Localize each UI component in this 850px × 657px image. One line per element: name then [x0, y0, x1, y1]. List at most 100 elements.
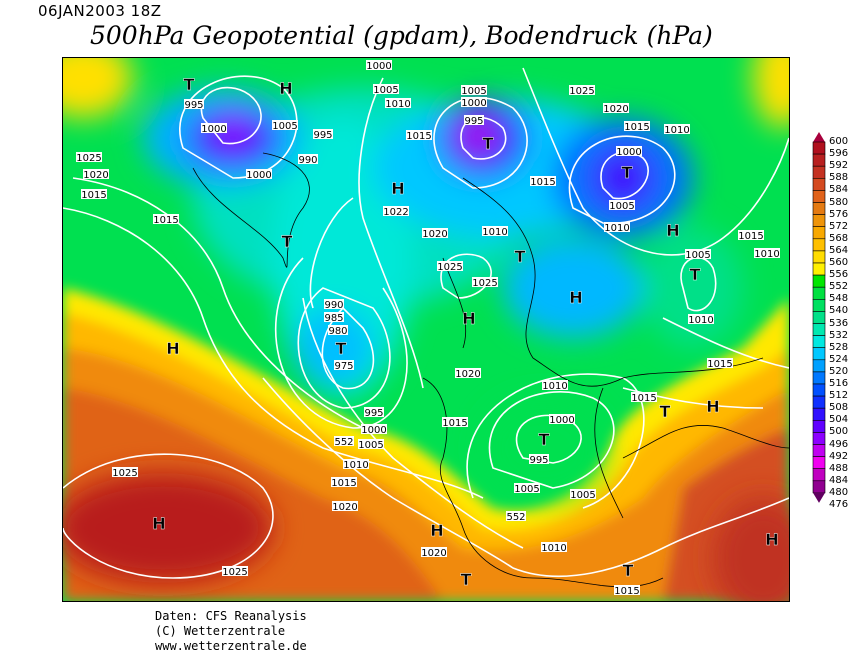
color-legend [812, 132, 826, 503]
pressure-label-bg [685, 249, 711, 259]
legend-swatch [812, 383, 826, 397]
low-pressure-marker: T [483, 134, 494, 153]
high-pressure-marker: H [462, 309, 475, 328]
pressure-label-bg [184, 99, 204, 109]
legend-swatch [812, 335, 826, 349]
pressure-label: 1022 [383, 207, 408, 218]
legend-label: 516 [829, 378, 849, 389]
pressure-label-bg [331, 477, 357, 487]
pressure-label-bg [313, 129, 333, 139]
pressure-label-bg [442, 417, 468, 427]
pressure-label-bg [461, 97, 487, 107]
pressure-label: 1015 [624, 122, 649, 133]
high-pressure-marker: H [430, 521, 443, 540]
pressure-label: 995 [529, 455, 548, 466]
low-pressure-marker: T [515, 247, 526, 266]
high-pressure-marker: H [166, 339, 179, 358]
pressure-label-bg [334, 360, 354, 370]
pressure-label: 1025 [472, 278, 497, 289]
high-pressure-marker: H [765, 530, 778, 549]
pressure-label: 1025 [222, 567, 247, 578]
low-pressure-marker: T [336, 339, 347, 358]
pressure-label-bg [343, 459, 369, 469]
pressure-label-bg [361, 424, 387, 434]
pressure-label: 1020 [422, 229, 447, 240]
pressure-label: 1015 [530, 177, 555, 188]
pressure-label: 1025 [569, 86, 594, 97]
legend-label: 484 [829, 474, 849, 486]
pressure-label: 1010 [604, 223, 629, 234]
pressure-label: 1010 [664, 125, 689, 136]
legend-label: 596 [829, 148, 849, 160]
legend-label: 524 [829, 353, 849, 365]
pressure-label: 990 [324, 300, 343, 311]
pressure-label: 1000 [549, 415, 574, 426]
pressure-label: 1015 [707, 359, 732, 370]
legend-label: 588 [829, 172, 849, 184]
low-pressure-marker: T [461, 570, 472, 589]
legend-swatch [812, 286, 826, 300]
pressure-label-bg [738, 230, 764, 240]
legend-swatch [812, 444, 826, 457]
pressure-label-bg [482, 226, 508, 236]
map-footer: Daten: CFS Reanalysis (C) Wetterzentrale… [155, 609, 307, 654]
legend-label: 576 [829, 208, 849, 220]
pressure-label-bg [514, 483, 540, 493]
high-pressure-marker: H [706, 397, 719, 416]
legend-label: 476 [829, 499, 849, 510]
legend-swatch [812, 480, 826, 494]
pressure-label-bg [472, 277, 498, 287]
pressure-label-bg [570, 489, 596, 499]
pressure-label-bg [153, 214, 179, 224]
legend-label: 508 [829, 402, 849, 414]
pressure-label-bg [541, 542, 567, 552]
low-pressure-marker: T [623, 561, 634, 580]
legend-label: 488 [829, 462, 849, 474]
legend-label: 584 [829, 184, 849, 196]
pressure-label-bg [334, 436, 354, 446]
legend-label: 556 [829, 269, 849, 281]
legend-swatch [812, 468, 826, 482]
website-link[interactable]: www.wetterzentrale.de [155, 639, 307, 653]
high-pressure-marker: H [279, 79, 292, 98]
legend-label: 528 [829, 341, 849, 353]
pressure-label-bg [246, 169, 272, 179]
pressure-label: 1020 [83, 170, 108, 181]
low-pressure-marker: T [622, 163, 633, 182]
pressure-label-bg [201, 123, 227, 133]
legend-swatch [812, 311, 826, 324]
pressure-label-bg [688, 314, 714, 324]
pressure-label-bg [112, 467, 138, 477]
legend-swatch [812, 262, 826, 276]
pressure-label-bg [604, 222, 630, 232]
pressure-label-bg [324, 299, 344, 309]
legend-label: 500 [829, 426, 849, 438]
date-label: 06JAN2003 18Z [38, 2, 162, 20]
map-title: 500hPa Geopotential (gpdam), Bodendruck … [90, 21, 713, 50]
legend-label: 480 [829, 486, 849, 498]
legend-label: 592 [829, 160, 849, 172]
pressure-label-bg [616, 146, 642, 156]
pressure-label: 1005 [461, 86, 486, 97]
pressure-label: 1010 [385, 99, 410, 110]
legend-label: 572 [829, 220, 849, 232]
low-pressure-marker: T [282, 232, 293, 251]
pressure-label: 1005 [272, 121, 297, 132]
legend-swatch [812, 274, 826, 288]
pressure-label: 995 [184, 100, 203, 111]
legend-swatch [812, 250, 826, 264]
pressure-label: 980 [328, 326, 347, 337]
pressure-label-bg [366, 60, 392, 70]
pressure-label: 1000 [246, 170, 271, 181]
legend-label: 568 [829, 232, 849, 244]
legend-swatch [812, 141, 826, 155]
legend-swatch [812, 323, 826, 336]
pressure-label: 1015 [631, 393, 656, 404]
pressure-label-bg [406, 130, 432, 140]
pressure-label-bg [664, 124, 690, 134]
legend-swatch [812, 238, 826, 252]
data-source: Daten: CFS Reanalysis [155, 609, 307, 623]
pressure-label: 552 [334, 437, 353, 448]
legend-label: 492 [829, 450, 849, 462]
